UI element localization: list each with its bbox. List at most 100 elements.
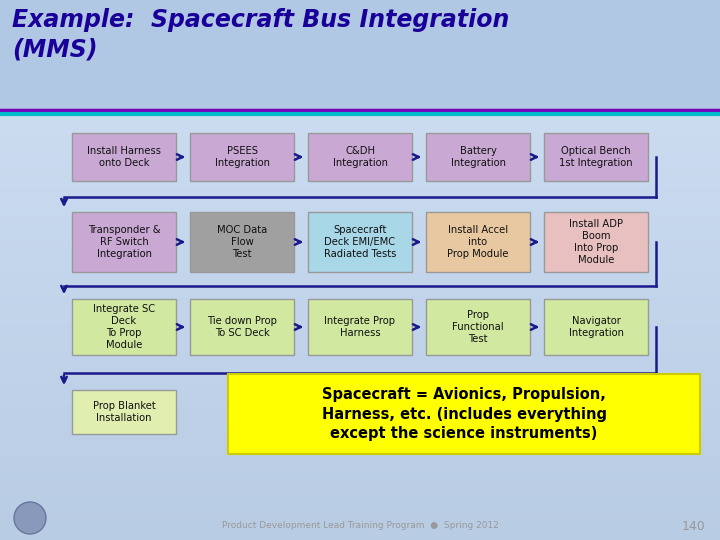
Bar	[0, 488, 720, 489]
Bar	[0, 430, 720, 431]
Bar	[0, 221, 720, 222]
Bar	[0, 214, 720, 215]
Bar	[0, 398, 720, 399]
FancyBboxPatch shape	[426, 299, 530, 355]
Bar	[0, 101, 720, 102]
Bar	[0, 431, 720, 432]
Bar	[0, 235, 720, 236]
Text: Spacecraft = Avionics, Propulsion,
Harness, etc. (includes everything
except the: Spacecraft = Avionics, Propulsion, Harne…	[322, 387, 606, 441]
Bar	[0, 464, 720, 465]
Bar	[0, 408, 720, 409]
Bar	[0, 456, 720, 457]
Bar	[0, 382, 720, 383]
Bar	[0, 62, 720, 63]
Bar	[0, 10, 720, 11]
Bar	[0, 48, 720, 49]
Bar	[0, 346, 720, 347]
Bar	[0, 412, 720, 413]
Bar	[0, 370, 720, 371]
Bar	[0, 64, 720, 65]
Bar	[0, 157, 720, 158]
Bar	[0, 273, 720, 274]
Bar	[0, 290, 720, 291]
Bar	[0, 199, 720, 200]
Bar	[0, 90, 720, 91]
Bar	[0, 339, 720, 340]
Bar	[0, 338, 720, 339]
Bar	[0, 312, 720, 313]
Bar	[0, 473, 720, 474]
Bar	[0, 20, 720, 21]
Bar	[0, 222, 720, 223]
Bar	[0, 120, 720, 121]
Bar	[0, 388, 720, 389]
Bar	[0, 230, 720, 231]
Bar	[0, 136, 720, 137]
Bar	[0, 150, 720, 151]
Bar	[0, 287, 720, 288]
Bar	[0, 470, 720, 471]
Bar	[0, 29, 720, 30]
Bar	[0, 451, 720, 452]
Bar	[0, 303, 720, 304]
FancyBboxPatch shape	[72, 299, 176, 355]
Bar	[0, 463, 720, 464]
Bar	[0, 476, 720, 477]
Bar	[0, 537, 720, 538]
Bar	[0, 373, 720, 374]
Bar	[0, 138, 720, 139]
Bar	[0, 55, 720, 56]
Bar	[0, 260, 720, 261]
Bar	[0, 210, 720, 211]
Bar	[0, 15, 720, 16]
Bar	[0, 255, 720, 256]
Bar	[0, 445, 720, 446]
Bar	[0, 208, 720, 209]
Bar	[0, 284, 720, 285]
Bar	[0, 142, 720, 143]
Bar	[0, 407, 720, 408]
Bar	[0, 175, 720, 176]
Bar	[0, 299, 720, 300]
Bar	[0, 474, 720, 475]
Bar	[0, 95, 720, 96]
Bar	[0, 511, 720, 512]
Bar	[0, 435, 720, 436]
FancyBboxPatch shape	[544, 133, 648, 181]
FancyBboxPatch shape	[308, 212, 412, 272]
Bar	[0, 83, 720, 84]
Bar	[0, 238, 720, 239]
Bar	[0, 453, 720, 454]
Bar	[0, 203, 720, 204]
Bar	[0, 469, 720, 470]
Bar	[0, 158, 720, 159]
Bar	[0, 8, 720, 9]
Bar	[0, 171, 720, 172]
Bar	[0, 0, 720, 110]
Bar	[0, 242, 720, 243]
Bar	[0, 128, 720, 129]
Bar	[0, 7, 720, 8]
Bar	[0, 132, 720, 133]
Bar	[0, 36, 720, 37]
Bar	[0, 207, 720, 208]
Bar	[0, 113, 720, 114]
FancyBboxPatch shape	[72, 212, 176, 272]
Bar	[0, 108, 720, 109]
Bar	[0, 337, 720, 338]
Bar	[0, 531, 720, 532]
Bar	[0, 137, 720, 138]
Bar	[0, 54, 720, 55]
Bar	[0, 151, 720, 152]
Bar	[0, 427, 720, 428]
Bar	[0, 426, 720, 427]
Bar	[0, 40, 720, 41]
Bar	[0, 479, 720, 480]
Bar	[0, 147, 720, 148]
FancyBboxPatch shape	[426, 133, 530, 181]
Bar	[0, 17, 720, 18]
Text: Transponder &
RF Switch
Integration: Transponder & RF Switch Integration	[88, 225, 161, 259]
Bar	[0, 22, 720, 23]
Bar	[0, 202, 720, 203]
Bar	[0, 514, 720, 515]
